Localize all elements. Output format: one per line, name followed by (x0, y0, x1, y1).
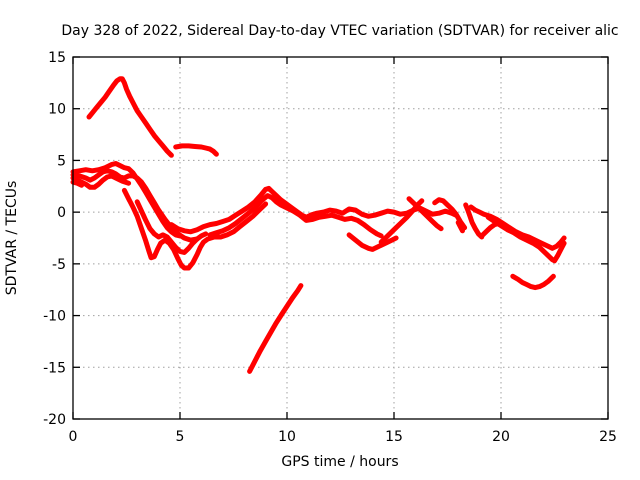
data-series-trace-19 (510, 273, 556, 291)
x-axis-label: GPS time / hours (281, 454, 398, 470)
x-tick-label: 20 (492, 429, 510, 445)
plot-frame (72, 56, 609, 420)
data-series-trace-14 (432, 197, 468, 231)
y-tick-label: 15 (48, 50, 66, 66)
data-series-trace-08 (134, 199, 209, 255)
data-series-trace-16 (463, 202, 485, 240)
x-tick-label: 10 (278, 429, 296, 445)
data-series-trace-21 (479, 221, 502, 239)
y-tick-label: 0 (57, 205, 66, 221)
data-series-trace-20 (455, 220, 465, 234)
y-tick-label: -5 (52, 257, 66, 273)
axis-layer: 0 5 10 15 20 25 -20 -15 -10 -5 0 5 10 15 (43, 50, 617, 445)
x-tick-label: 0 (69, 429, 78, 445)
data-series-trace-11 (346, 232, 399, 252)
y-tick-label: -15 (43, 360, 66, 376)
x-tick-label: 25 (599, 429, 617, 445)
y-tick-label: 5 (57, 153, 66, 169)
data-series-trace-02 (173, 143, 219, 157)
y-tick-label: -20 (43, 412, 66, 428)
x-tick-label: 15 (385, 429, 403, 445)
data-series-trace-17 (468, 204, 567, 251)
data-series-trace-07 (121, 187, 269, 271)
y-axis-label: SDTVAR / TECUs (4, 181, 20, 296)
data-series-trace-06 (70, 179, 85, 188)
data-series-trace-03 (70, 161, 183, 239)
chart-title: Day 328 of 2022, Sidereal Day-to-day VTE… (61, 23, 618, 39)
data-series-trace-05 (70, 173, 132, 190)
data-layer (70, 76, 567, 374)
data-series-trace-10 (207, 193, 384, 239)
data-series-trace-13 (406, 196, 444, 232)
grid-layer (73, 57, 608, 419)
data-series-trace-18 (485, 214, 567, 264)
y-tick-label: 10 (48, 102, 66, 118)
y-tick-label: -10 (43, 309, 66, 325)
x-tick-label: 5 (176, 429, 185, 445)
data-series-trace-01 (86, 76, 174, 158)
data-series-trace-15 (247, 283, 304, 374)
